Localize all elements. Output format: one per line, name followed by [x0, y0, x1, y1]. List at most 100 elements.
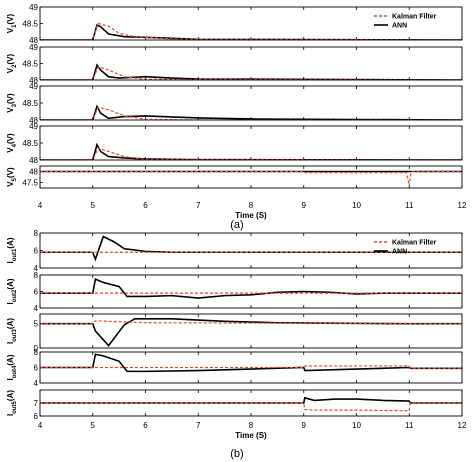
- legend-ann-label: ANN: [392, 249, 407, 256]
- subplot-b-3: 5 0 Iout3(A): [6, 313, 463, 353]
- y-tick-label: 48.5: [22, 99, 38, 108]
- y-tick-label: 49: [29, 82, 38, 91]
- x-tick-label: 4: [38, 201, 43, 210]
- x-tick-label: 4: [38, 421, 43, 430]
- y-axis-label: V3(V): [6, 93, 18, 113]
- x-tick-label: 8: [249, 201, 254, 210]
- legend-kalman-label: Kalman Filter: [392, 240, 437, 247]
- y-tick-label: 48.5: [22, 60, 38, 69]
- x-tick-label: 7: [196, 421, 201, 430]
- y-tick-label: 48: [29, 156, 38, 165]
- x-tick-label: 12: [458, 421, 467, 430]
- series-ann: [40, 63, 462, 80]
- subplot-a-5: 48 47.5 V5(V): [6, 165, 463, 189]
- x-tick-label: 6: [143, 421, 148, 430]
- y-tick-label: 48.5: [22, 139, 38, 148]
- y-tick-label: 4: [34, 379, 39, 388]
- x-tick-label: 5: [91, 201, 96, 210]
- series-kalman-filter: [40, 320, 462, 325]
- y-tick-label: 8: [34, 271, 39, 280]
- plot-frame: [39, 46, 463, 81]
- subplot-a-1: 49 48.5 48 V1(V) Kalman Filter ANN: [6, 3, 463, 45]
- plot-frame: [39, 125, 463, 161]
- x-tick-label: 7: [196, 201, 201, 210]
- y-tick-label: 48: [29, 36, 38, 45]
- y-tick-label: 8: [34, 229, 39, 238]
- y-axis-label: V2(V): [6, 53, 18, 73]
- plot-frame: [39, 389, 463, 417]
- x-tick-label: 10: [352, 201, 361, 210]
- y-axis-label: V4(V): [6, 133, 18, 153]
- y-tick-label: 7: [34, 399, 39, 408]
- plot-frame: [39, 232, 463, 269]
- subplot-b-1: 8 6 4 Iout1(A) Kalman Filter ANN: [6, 229, 463, 273]
- subplot-a-3: 49 48.5 48 V3(V): [6, 82, 463, 125]
- y-tick-label: 49: [29, 122, 38, 131]
- series-kalman-filter: [40, 22, 462, 40]
- series-kalman-filter: [40, 365, 462, 369]
- x-axis-label: Time (S): [235, 211, 267, 220]
- y-tick-label: 49: [29, 3, 38, 12]
- caption-a: (a): [230, 219, 243, 231]
- y-axis-label: Iout3(A): [6, 318, 18, 344]
- x-tick-label: 12: [458, 201, 467, 210]
- y-axis-label: Iout4(A): [6, 354, 18, 380]
- subplot-a-4: 49 48.5 48 V4(V): [6, 122, 463, 165]
- series-kalman-filter: [40, 170, 462, 186]
- x-tick-label: 10: [352, 421, 361, 430]
- y-tick-label: 6: [34, 364, 39, 373]
- plot-frame: [39, 85, 463, 121]
- plot-frame: [39, 313, 463, 349]
- plot-frame: [39, 274, 463, 309]
- y-tick-label: 5: [34, 320, 39, 329]
- y-axis-label: Iout5(A): [6, 390, 18, 416]
- x-tick-label: 9: [302, 421, 307, 430]
- series-kalman-filter: [40, 147, 462, 160]
- subplot-b-4: 8 6 4 Iout4(A): [6, 348, 463, 388]
- y-tick-label: 47.5: [22, 179, 38, 188]
- y-tick-label: 4: [34, 304, 39, 313]
- series-ann: [40, 104, 462, 120]
- y-tick-label: 6: [34, 247, 39, 256]
- y-tick-label: 6: [34, 412, 39, 421]
- subplot-b-2: 8 6 4 Iout2(A): [6, 271, 463, 313]
- legend-ann-label: ANN: [392, 23, 407, 30]
- series-ann: [40, 318, 462, 347]
- x-tick-label: 5: [91, 421, 96, 430]
- x-tick-label: 6: [143, 201, 148, 210]
- caption-b: (b): [230, 448, 243, 460]
- y-tick-label: 4: [34, 264, 39, 273]
- series-ann: [40, 353, 462, 373]
- series-ann: [40, 396, 462, 404]
- y-tick-label: 48: [29, 116, 38, 125]
- x-tick-label: 11: [405, 201, 414, 210]
- x-axis-label: Time (S): [235, 431, 267, 440]
- y-axis-label: V5(V): [6, 167, 18, 187]
- x-tick-label: 9: [302, 201, 307, 210]
- series-ann: [40, 142, 462, 160]
- y-axis-label: Iout2(A): [6, 278, 18, 304]
- y-axis-label: V1(V): [6, 13, 18, 33]
- y-tick-label: 48: [29, 168, 38, 177]
- y-tick-label: 48: [29, 76, 38, 85]
- plot-frame: [39, 6, 463, 41]
- legend-kalman-label: Kalman Filter: [392, 14, 437, 21]
- plot-frame: [39, 351, 463, 384]
- series-kalman-filter: [40, 402, 462, 412]
- series-ann: [40, 278, 462, 299]
- y-axis-label: Iout1(A): [6, 237, 18, 263]
- series-kalman-filter: [40, 106, 462, 120]
- series-kalman-filter: [40, 66, 462, 80]
- y-tick-label: 0: [34, 344, 39, 353]
- y-tick-label: 8: [34, 348, 39, 357]
- y-tick-label: 48.5: [22, 20, 38, 29]
- subplot-a-2: 49 48.5 48 V2(V): [6, 43, 463, 85]
- plot-frame: [39, 165, 463, 189]
- x-tick-label: 8: [249, 421, 254, 430]
- y-tick-label: 49: [29, 43, 38, 52]
- subplot-b-5: 7 6 Iout5(A): [6, 389, 463, 421]
- x-tick-label: 11: [405, 421, 414, 430]
